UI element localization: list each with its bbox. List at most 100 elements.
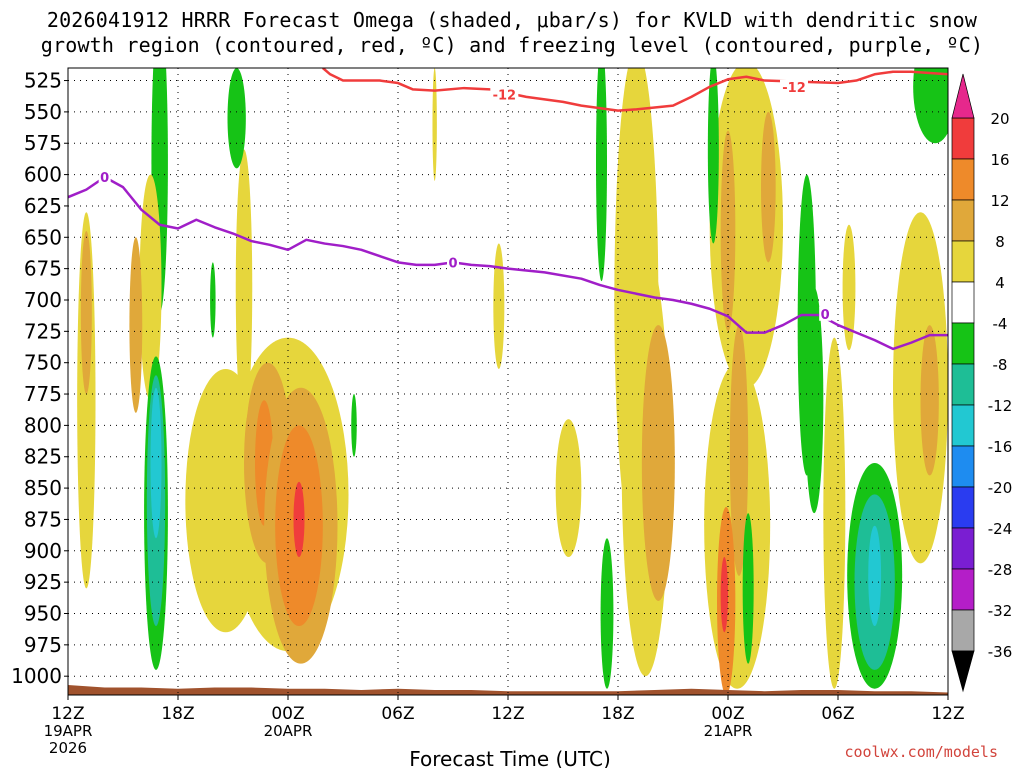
chart-title-line-2: growth region (contoured, red, ºC) and f…	[40, 33, 984, 57]
colorbar-under-arrow	[951, 650, 975, 693]
x-tick-label: 12Z	[931, 704, 964, 724]
colorbar-bin	[951, 363, 975, 406]
colorbar-bin	[951, 281, 975, 324]
y-tick-label: 650	[24, 225, 62, 249]
x-date-label: 2026	[49, 739, 87, 757]
x-tick-label: 00Z	[711, 704, 744, 724]
colorbar-bin	[951, 158, 975, 201]
x-tick-label: 00Z	[271, 704, 304, 724]
y-tick-label: 525	[24, 69, 62, 93]
y-tick-label: 850	[24, 476, 62, 500]
omega-shade-region	[129, 237, 143, 413]
omega-shade-region	[913, 68, 948, 144]
x-date-label: 19APR	[44, 722, 93, 740]
y-tick-label: 875	[24, 507, 62, 531]
colorbar-label: -24	[988, 520, 1013, 538]
contour-label: 0	[100, 171, 109, 186]
omega-shade-region	[596, 68, 607, 282]
y-tick-label: 950	[24, 601, 62, 625]
colorbar-bin	[951, 568, 975, 611]
y-tick-label: 900	[24, 539, 62, 563]
colorbar-bin	[951, 609, 975, 652]
contour-label-background	[780, 79, 808, 94]
colorbar-label: 8	[995, 233, 1005, 251]
omega-shade-region	[823, 337, 846, 689]
contour-label-background	[819, 306, 832, 321]
omega-shade-region	[555, 419, 582, 558]
omega-shade-region	[729, 325, 749, 576]
colorbar-label: -12	[988, 397, 1013, 415]
x-tick-label: 18Z	[601, 704, 634, 724]
x-tick-label: 12Z	[491, 704, 524, 724]
omega-shade-region	[761, 111, 776, 263]
y-tick-label: 625	[24, 194, 62, 218]
x-tick-label: 18Z	[161, 704, 194, 724]
y-tick-label: 750	[24, 351, 62, 375]
colorbar-bin	[951, 445, 975, 488]
y-tick-label: 725	[24, 319, 62, 343]
colorbar-label: -8	[993, 356, 1008, 374]
omega-shade-region	[720, 130, 736, 332]
y-axis: 525 550 575 600 625 650 675 700 725 750 775 800 825 8…	[11, 69, 68, 688]
y-tick-label: 550	[24, 100, 62, 124]
omega-shade-region	[842, 224, 856, 351]
colorbar-bin	[951, 117, 975, 160]
colorbar-bin	[951, 486, 975, 529]
omega-shade-region	[139, 174, 162, 401]
colorbar-label: 4	[995, 274, 1005, 292]
colorbar-label: -16	[988, 438, 1013, 456]
contour-label: -12	[493, 88, 517, 103]
colorbar-label: 16	[990, 151, 1009, 169]
y-tick-label: 775	[24, 382, 62, 406]
contours: -12 -12 0 0 0	[68, 68, 948, 351]
colorbar-bin	[951, 199, 975, 242]
omega-shade-region	[641, 325, 675, 601]
contour-label: 0	[821, 308, 830, 323]
contour-label: 0	[448, 256, 457, 271]
colorbar-bin	[951, 404, 975, 447]
y-tick-label: 1000	[11, 664, 62, 688]
omega-shade-region	[742, 513, 754, 664]
x-tick-label: 06Z	[821, 704, 854, 724]
y-tick-label: 700	[24, 288, 62, 312]
omega-shade-region	[227, 68, 246, 169]
contour-line	[322, 68, 948, 112]
contour-label: -12	[782, 81, 806, 96]
chart-title-line-1: 2026041912 HRRR Forecast Omega (shaded, …	[46, 8, 978, 32]
x-date-label: 21APR	[704, 722, 753, 740]
omega-shade-region	[150, 387, 162, 539]
colorbar-label: -4	[993, 315, 1008, 333]
colorbar-label: -28	[988, 561, 1013, 579]
omega-shade-region	[293, 481, 305, 558]
omega-shade-region	[600, 538, 614, 689]
colorbar-bin	[951, 240, 975, 283]
omega-shade-region	[720, 557, 728, 633]
omega-shade-region	[235, 149, 253, 426]
omega-shade-region	[432, 68, 437, 181]
omega-shade-region	[893, 212, 948, 564]
omega-shade-region	[351, 394, 357, 457]
omega-shade-region	[80, 231, 92, 395]
contour-label-background	[98, 170, 111, 185]
x-axis-title: Forecast Time (UTC)	[409, 747, 611, 768]
omega-shade-region	[920, 325, 939, 476]
omega-shade-region	[493, 243, 505, 369]
contour-line	[68, 175, 948, 351]
colorbar-over-arrow	[951, 73, 975, 119]
y-tick-label: 600	[24, 163, 62, 187]
y-tick-label: 575	[24, 131, 62, 155]
colorbar-bin	[951, 527, 975, 570]
x-tick-label: 06Z	[381, 704, 414, 724]
watermark: coolwx.com/models	[844, 743, 998, 761]
colorbar-label: 12	[990, 192, 1009, 210]
y-tick-label: 925	[24, 570, 62, 594]
colorbar-label: -36	[988, 643, 1013, 661]
x-tick-label: 12Z	[51, 704, 84, 724]
omega-shade-region	[868, 525, 882, 627]
colorbar-bin	[951, 322, 975, 365]
y-tick-label: 800	[24, 413, 62, 437]
omega-shading	[77, 68, 948, 695]
colorbar-label: 20	[990, 110, 1009, 128]
